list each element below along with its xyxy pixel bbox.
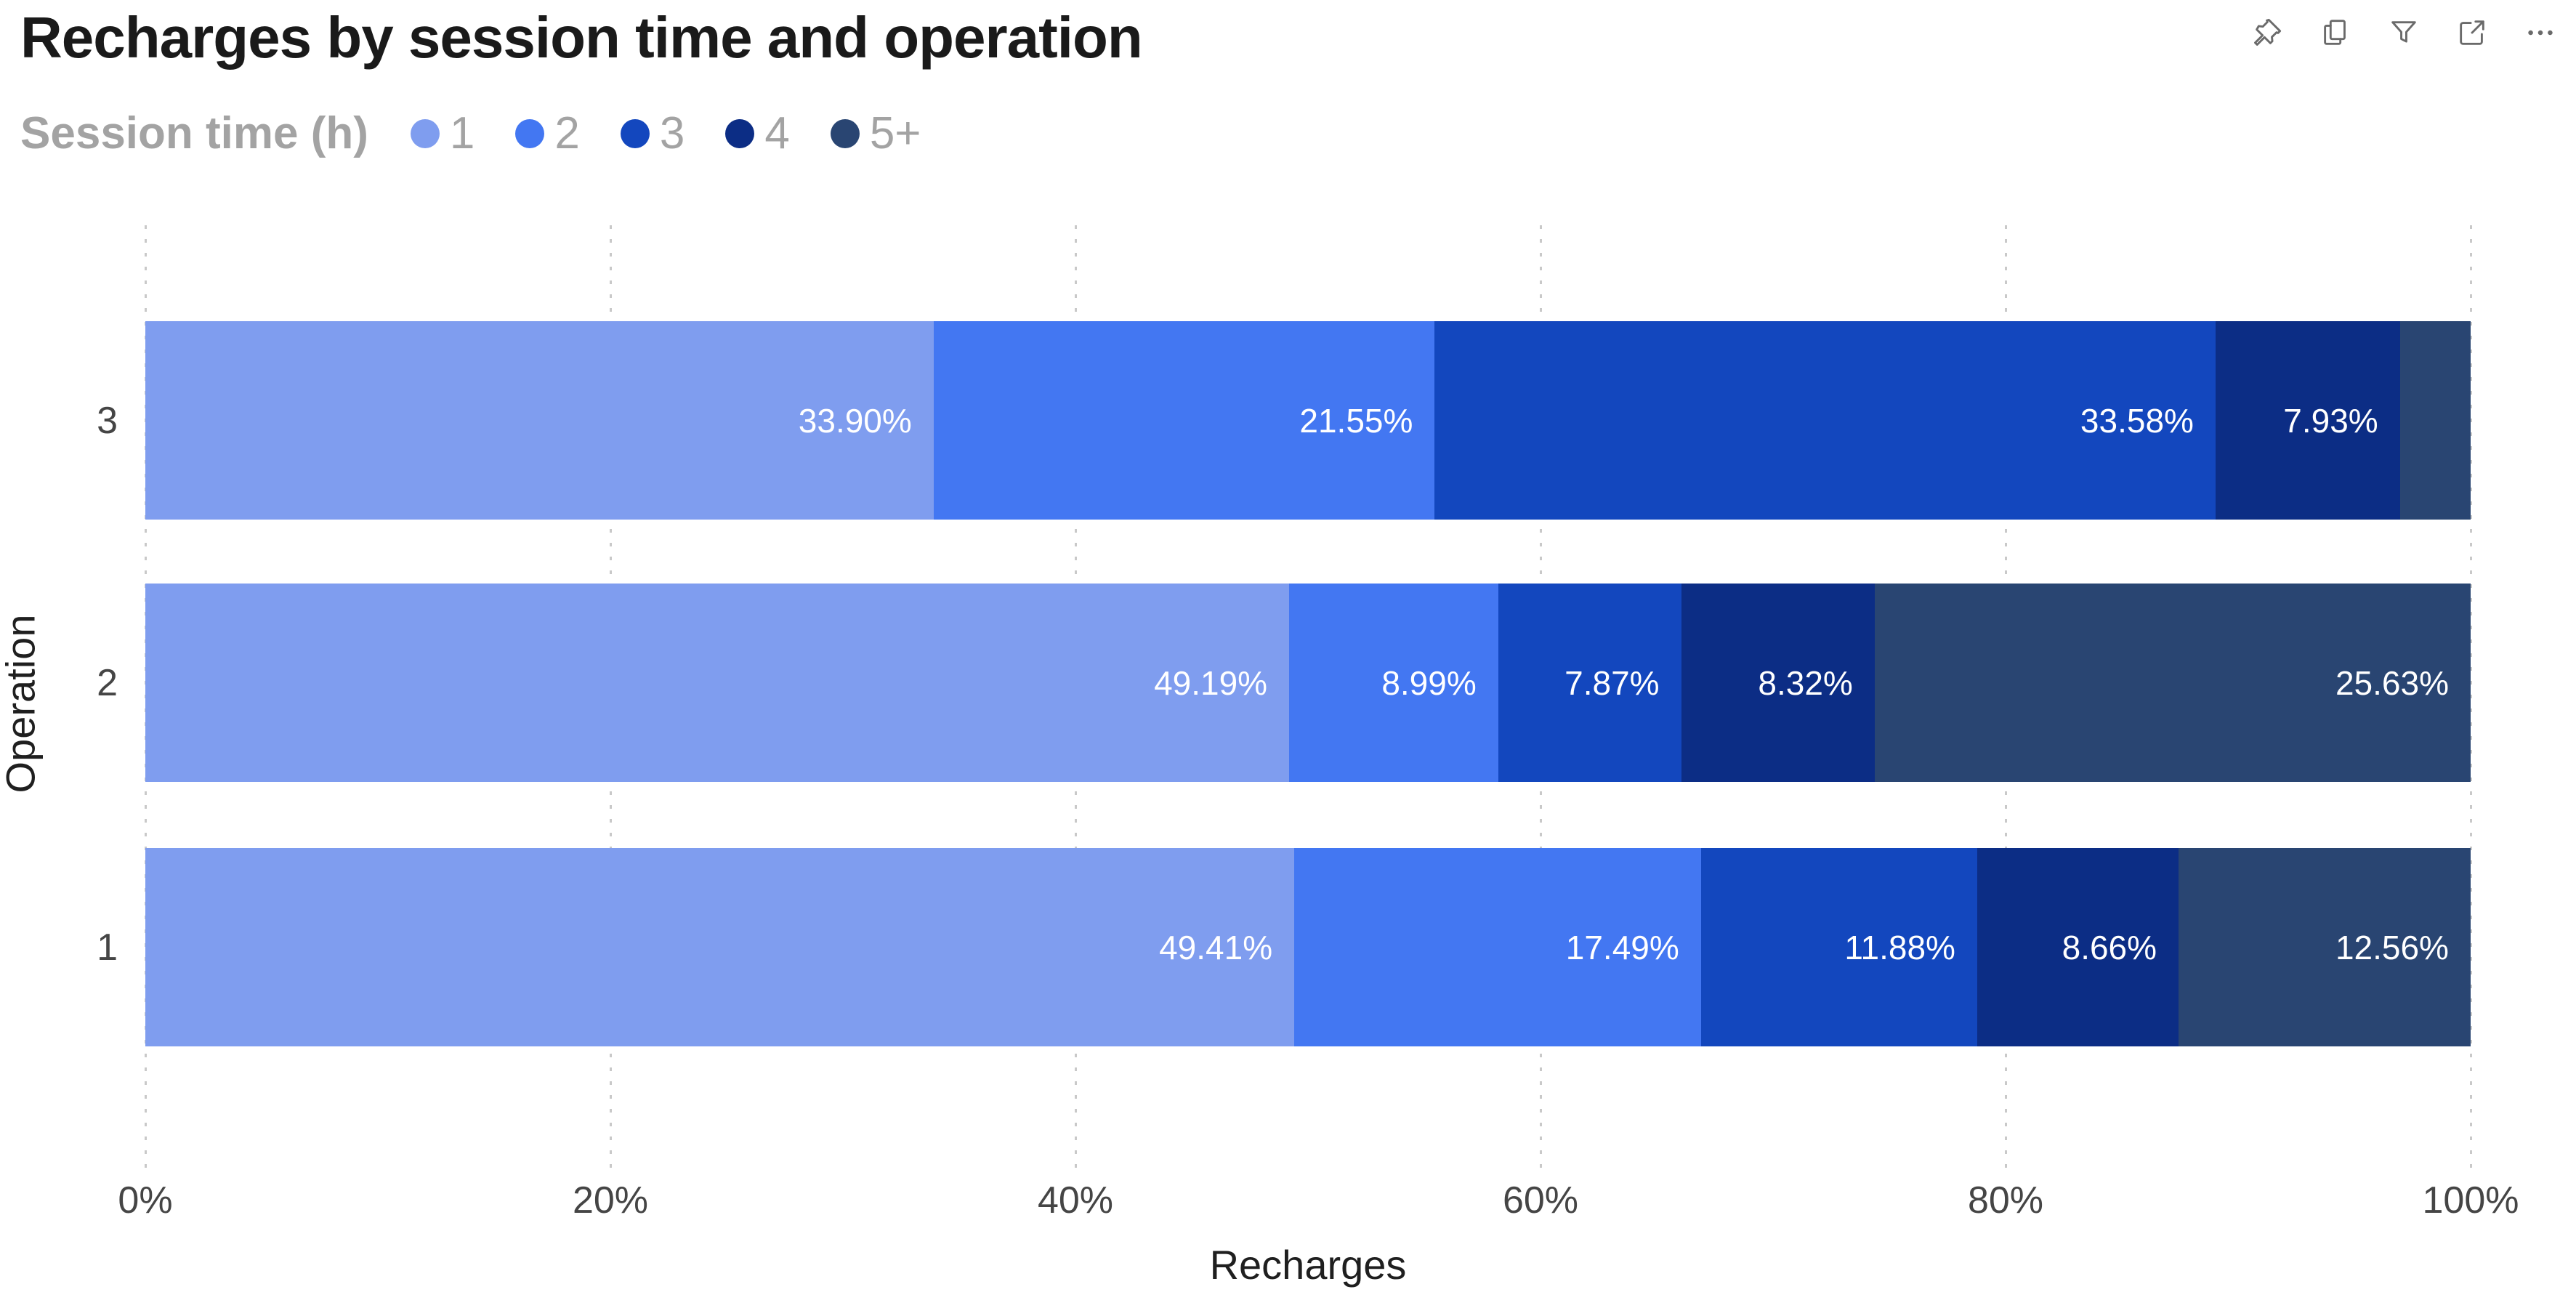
bar-segment[interactable]: 49.19% — [145, 584, 1290, 782]
focus-mode-icon[interactable] — [2455, 16, 2489, 49]
legend-swatch-icon — [830, 118, 860, 148]
bar-segment[interactable] — [2399, 321, 2471, 520]
data-label: 12.56% — [2335, 928, 2449, 966]
bar-row: 49.41% 17.49% 11.88% 8.66% 12.56% — [145, 848, 2471, 1046]
legend-item-label: 4 — [764, 108, 790, 158]
legend-item-label: 1 — [449, 108, 475, 158]
gridline — [2470, 225, 2472, 1170]
bar-segment[interactable]: 49.41% — [145, 848, 1295, 1046]
bar-segment[interactable]: 12.56% — [2179, 848, 2471, 1046]
legend-item[interactable]: 2 — [515, 108, 580, 159]
legend: Session time (h) 1 2 3 4 5+ — [20, 108, 921, 159]
bar-row: 49.19% 8.99% 7.87% 8.32% 25.63% — [145, 584, 2471, 782]
x-axis-tick-label: 100% — [2422, 1179, 2519, 1222]
bar-segment[interactable]: 11.88% — [1700, 848, 1977, 1046]
bar-segment[interactable]: 21.55% — [933, 321, 1435, 520]
x-axis-tick-label: 0% — [118, 1179, 173, 1222]
bar-segment[interactable]: 8.99% — [1289, 584, 1498, 782]
data-label: 21.55% — [1299, 401, 1413, 440]
bar-segment[interactable]: 8.32% — [1681, 584, 1875, 782]
legend-item[interactable]: 1 — [410, 108, 475, 159]
y-axis-title: Operation — [0, 614, 44, 794]
bar-row: 33.90% 21.55% 33.58% 7.93% — [145, 321, 2471, 520]
data-label: 8.99% — [1381, 663, 1477, 702]
data-label: 7.93% — [2283, 401, 2378, 440]
copy-icon[interactable] — [2319, 16, 2352, 49]
x-axis-tick-label: 80% — [1967, 1179, 2044, 1222]
y-axis-category-label: 3 — [97, 400, 118, 442]
legend-item[interactable]: 3 — [620, 108, 685, 159]
data-label: 8.32% — [1758, 663, 1853, 702]
bar-segment[interactable]: 7.93% — [2215, 321, 2400, 520]
pin-icon[interactable] — [2250, 16, 2284, 49]
bar-segment[interactable]: 33.90% — [145, 321, 934, 520]
legend-item-label: 2 — [554, 108, 580, 158]
legend-swatch-icon — [515, 118, 545, 148]
legend-item-label: 3 — [659, 108, 685, 158]
legend-item[interactable]: 4 — [725, 108, 790, 159]
data-label: 11.88% — [1844, 928, 1955, 966]
data-label: 7.87% — [1564, 663, 1660, 702]
data-label: 49.19% — [1154, 663, 1268, 702]
x-axis-tick-label: 20% — [572, 1179, 649, 1222]
data-label: 33.58% — [2080, 401, 2194, 440]
bar-segment[interactable]: 25.63% — [1874, 584, 2471, 782]
x-axis-tick-label: 60% — [1502, 1179, 1579, 1222]
y-axis-category-label: 2 — [97, 662, 118, 704]
x-axis-labels: 0% 20% 40% 60% 80% 100% — [118, 1179, 2519, 1222]
legend-item-label: 5+ — [869, 108, 921, 158]
plot-area: 33.90% 21.55% 33.58% 7.93% 49.19% 8.99% 7.87% 8… — [145, 225, 2472, 1170]
data-label: 8.66% — [2062, 928, 2157, 966]
data-label: 33.90% — [798, 401, 912, 440]
data-label: 17.49% — [1565, 928, 1679, 966]
data-label: 49.41% — [1159, 928, 1273, 966]
y-axis-labels: 3 2 1 — [0, 225, 128, 1170]
chart-title: Recharges by session time and operation — [20, 5, 1143, 70]
more-options-icon[interactable] — [2524, 16, 2557, 49]
visual-header-toolbar — [2250, 16, 2557, 49]
bar-segment[interactable]: 33.58% — [1434, 321, 2216, 520]
bar-segment[interactable]: 7.87% — [1498, 584, 1681, 782]
bar-segment[interactable]: 8.66% — [1977, 848, 2179, 1046]
legend-items: 1 2 3 4 5+ — [410, 108, 921, 159]
legend-item[interactable]: 5+ — [830, 108, 921, 159]
x-axis-title: Recharges — [1209, 1242, 1407, 1288]
legend-title: Session time (h) — [20, 108, 368, 158]
data-label: 25.63% — [2335, 663, 2449, 702]
legend-swatch-icon — [410, 118, 440, 148]
y-axis-category-label: 1 — [97, 926, 118, 969]
filter-icon[interactable] — [2387, 16, 2420, 49]
legend-swatch-icon — [620, 118, 650, 148]
x-axis-tick-label: 40% — [1037, 1179, 1114, 1222]
bar-segment[interactable]: 17.49% — [1294, 848, 1701, 1046]
legend-swatch-icon — [725, 118, 755, 148]
